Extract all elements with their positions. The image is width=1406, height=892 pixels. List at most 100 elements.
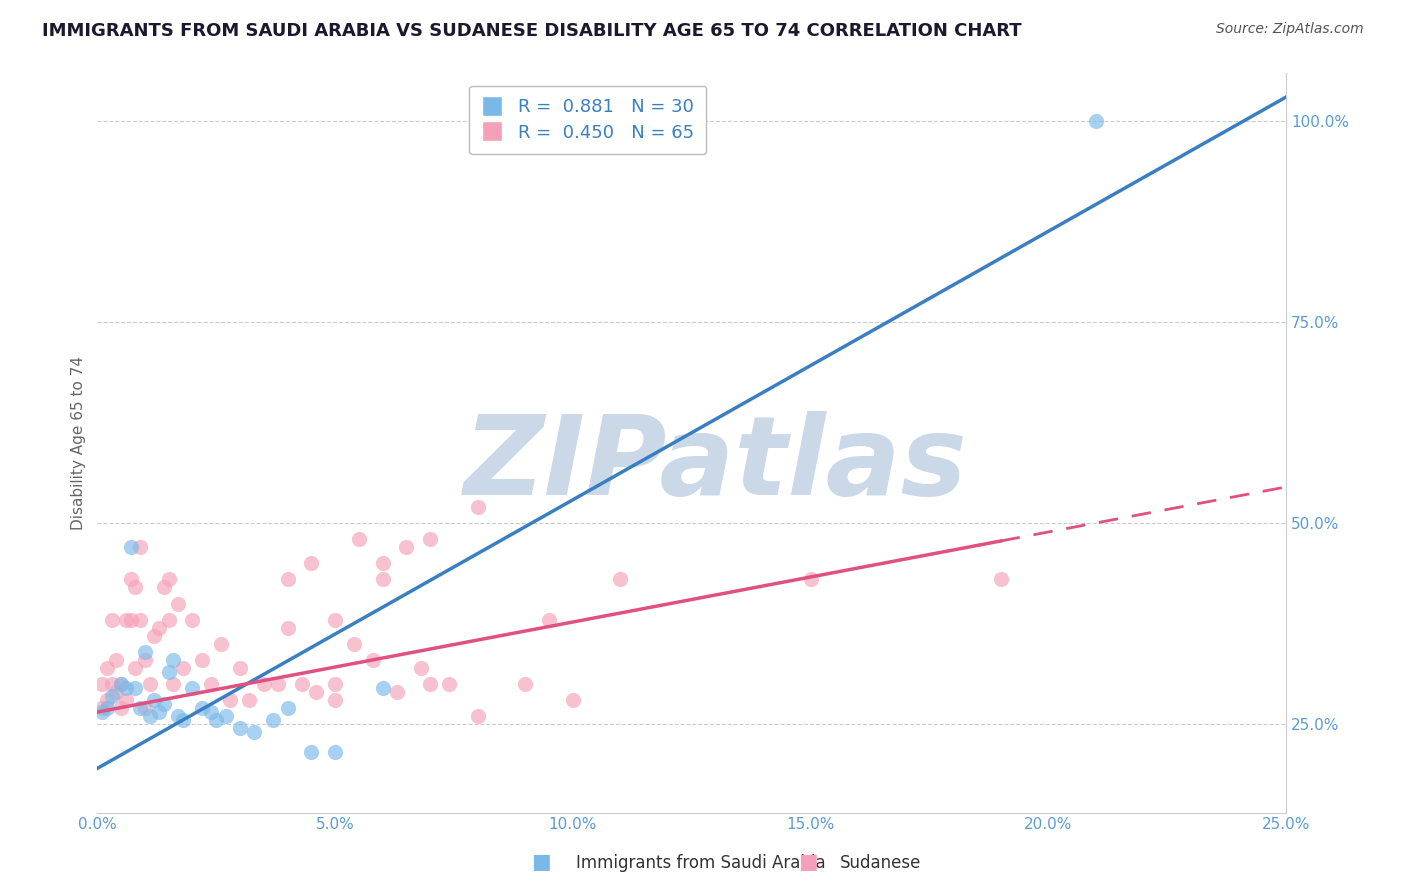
Point (200, 677, 222, 691)
Text: ■: ■ (799, 853, 818, 872)
Point (115, 613, 138, 627)
Point (467, 709, 489, 723)
Point (267, 677, 290, 691)
Point (100, 677, 122, 691)
Point (162, 677, 184, 691)
Point (419, 677, 441, 691)
Point (537, 613, 560, 627)
Point (299, 557, 322, 571)
Point (209, 637, 232, 651)
Point (134, 653, 156, 667)
Point (229, 661, 252, 675)
Point (96, 693, 118, 707)
Point (143, 693, 166, 707)
Point (124, 661, 146, 675)
Point (419, 533, 441, 547)
Point (162, 653, 184, 667)
Point (385, 685, 408, 699)
Point (124, 681, 146, 695)
Point (129, 541, 152, 555)
Point (191, 653, 214, 667)
Point (371, 557, 394, 571)
Point (129, 613, 152, 627)
Point (347, 533, 370, 547)
Point (253, 677, 276, 691)
Point (153, 581, 176, 595)
Point (323, 693, 346, 707)
Point (134, 645, 156, 659)
Point (609, 573, 631, 587)
Point (219, 693, 242, 707)
Point (96, 701, 118, 715)
Point (120, 613, 142, 627)
Point (395, 541, 418, 555)
Point (167, 709, 190, 723)
Point (148, 705, 170, 719)
Point (515, 677, 537, 691)
Text: Source: ZipAtlas.com: Source: ZipAtlas.com (1216, 22, 1364, 37)
Point (138, 677, 160, 691)
Point (110, 677, 132, 691)
Point (990, 573, 1012, 587)
Point (157, 613, 180, 627)
Point (157, 665, 180, 679)
Point (361, 653, 384, 667)
Point (120, 541, 142, 555)
Point (172, 661, 194, 675)
Point (323, 745, 346, 759)
Point (120, 573, 142, 587)
Point (110, 701, 132, 715)
Text: ZIPatlas: ZIPatlas (464, 411, 967, 518)
Point (91, 705, 114, 719)
Point (200, 705, 222, 719)
Point (799, 573, 821, 587)
Point (371, 681, 394, 695)
Point (323, 613, 346, 627)
Point (291, 677, 314, 691)
Point (371, 573, 394, 587)
Point (167, 597, 190, 611)
Legend: R =  0.881   N = 30, R =  0.450   N = 65: R = 0.881 N = 30, R = 0.450 N = 65 (470, 86, 706, 154)
Point (409, 661, 432, 675)
Point (1084, 114, 1107, 128)
Point (323, 677, 346, 691)
Point (238, 693, 260, 707)
Point (100, 613, 122, 627)
Point (153, 697, 176, 711)
Point (157, 573, 180, 587)
Text: IMMIGRANTS FROM SAUDI ARABIA VS SUDANESE DISABILITY AGE 65 TO 74 CORRELATION CHA: IMMIGRANTS FROM SAUDI ARABIA VS SUDANESE… (42, 22, 1022, 40)
Point (91, 677, 114, 691)
Point (105, 685, 128, 699)
Point (299, 745, 322, 759)
Point (229, 721, 252, 735)
Point (467, 500, 489, 514)
Point (143, 629, 166, 643)
Text: Sudanese: Sudanese (839, 855, 921, 872)
Point (215, 709, 238, 723)
Point (437, 677, 460, 691)
Point (115, 693, 138, 707)
Point (110, 677, 132, 691)
Point (129, 701, 152, 715)
Point (134, 701, 156, 715)
Point (91, 701, 114, 715)
Point (191, 701, 214, 715)
Point (115, 681, 138, 695)
Point (96, 661, 118, 675)
Point (277, 621, 299, 635)
Text: ■: ■ (531, 853, 551, 872)
Point (124, 581, 146, 595)
Point (305, 685, 328, 699)
Point (343, 637, 366, 651)
Text: Immigrants from Saudi Arabia: Immigrants from Saudi Arabia (576, 855, 827, 872)
Point (561, 693, 583, 707)
Point (181, 681, 204, 695)
Point (277, 573, 299, 587)
Point (100, 689, 122, 703)
Point (277, 701, 299, 715)
Y-axis label: Disability Age 65 to 74: Disability Age 65 to 74 (72, 356, 86, 530)
Point (262, 713, 284, 727)
Point (205, 713, 228, 727)
Point (243, 725, 266, 739)
Point (138, 709, 160, 723)
